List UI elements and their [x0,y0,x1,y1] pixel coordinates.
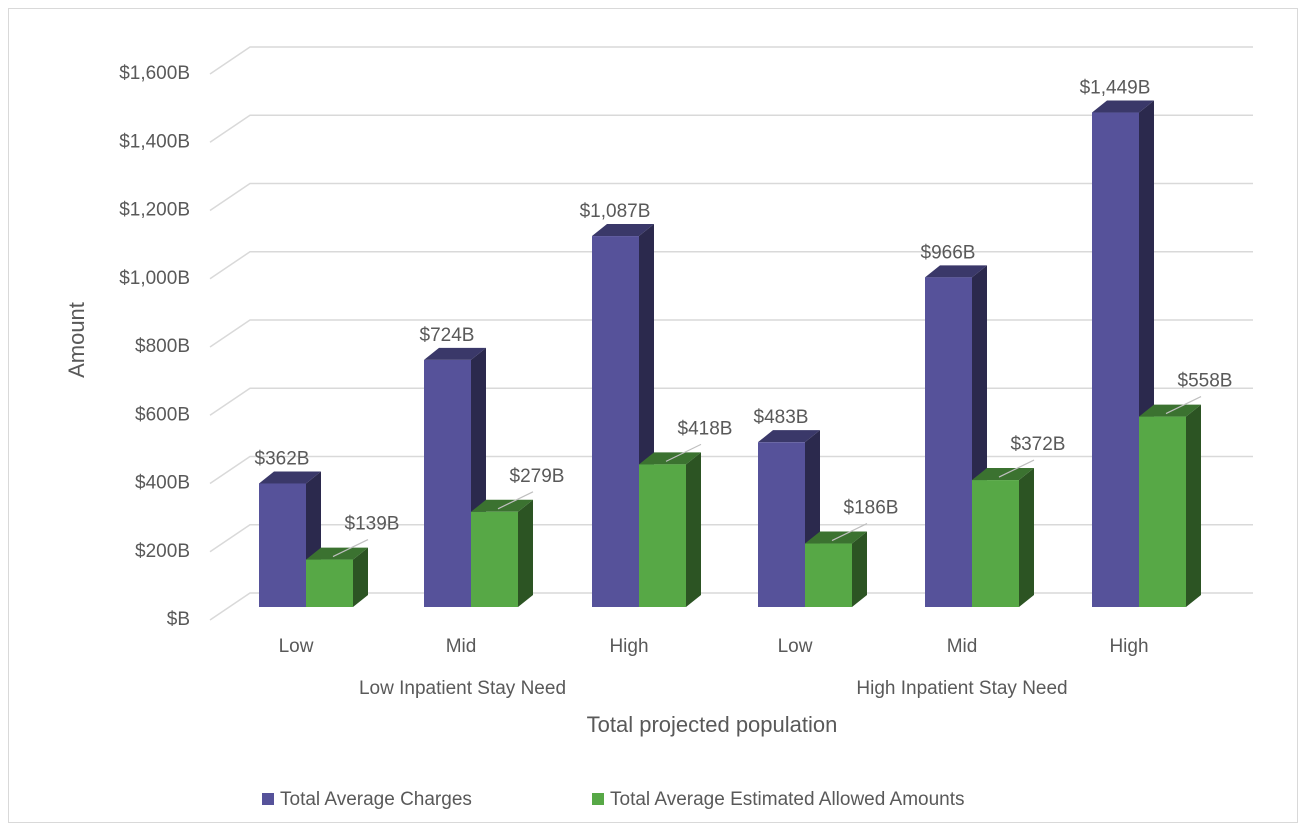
group-label: High Inpatient Stay Need [856,678,1067,699]
data-label: $372B [1011,434,1066,455]
data-label: $1,087B [580,201,651,222]
bar [592,236,639,607]
y-tick-label: $1,000B [119,268,190,289]
x-tick-label: High [609,636,648,657]
grid-line [209,455,1253,485]
x-tick-label: Mid [947,636,978,657]
y-tick-label: $B [167,609,190,630]
data-label: $483B [754,407,809,428]
y-tick-label: $1,600B [119,63,190,84]
data-label: $1,449B [1080,78,1151,99]
grid-line [209,46,1253,75]
bar-side [518,499,533,607]
x-tick-label: Low [279,636,314,657]
data-label: $558B [1178,371,1233,392]
grid-line [209,114,1253,143]
leader-line [332,539,369,558]
bar-top [639,452,701,465]
bar [972,480,1019,607]
bar-top [1139,404,1201,417]
grid-line [209,182,1253,212]
leader-line [831,522,868,542]
bar-top [471,499,533,512]
bar-top [1092,100,1154,113]
grid-line [209,592,1253,621]
leader-line [497,491,534,510]
legend-swatch [592,793,604,805]
y-tick-label: $1,400B [119,131,190,152]
data-label: $186B [844,498,899,519]
data-label: $418B [678,418,733,439]
bar [925,277,972,607]
bar-side [686,452,701,607]
bar-side [852,531,867,607]
x-tick-label: High [1109,636,1148,657]
bar-top [306,547,368,560]
bar [805,543,852,607]
y-axis-title: Amount [64,302,89,378]
bar-side [1186,404,1201,607]
x-tick-label: Low [778,636,813,657]
data-label: $139B [345,514,400,535]
y-tick-label: $800B [135,336,190,357]
bar [306,559,353,607]
bar-side [1019,468,1034,607]
bar-side [353,547,368,607]
bar-top [259,471,321,484]
grid-line [209,387,1253,416]
x-axis-title: Total projected population [587,712,838,737]
bar-top [424,347,486,360]
data-label: $279B [510,466,565,487]
bar-top [758,430,820,443]
legend-swatch [262,793,274,805]
data-label: $362B [255,448,310,469]
leader-line [1165,396,1202,415]
y-tick-label: $200B [135,541,190,562]
leader-line [665,443,702,462]
data-label: $966B [921,242,976,263]
leader-line [998,459,1035,478]
bar [1139,416,1186,607]
bar-top [925,265,987,278]
legend-label: Total Average Charges [280,789,472,810]
y-tick-label: $600B [135,404,190,425]
bar [1092,112,1139,607]
group-label: Low Inpatient Stay Need [359,678,566,699]
bar [471,511,518,607]
y-tick-label: $1,200B [119,200,190,221]
bar-top [972,468,1034,481]
bar [758,442,805,607]
bar-top [805,531,867,544]
grid-line [209,524,1253,553]
bar [259,483,306,607]
legend-label: Total Average Estimated Allowed Amounts [610,789,965,810]
bar [639,464,686,607]
bar-top [592,224,654,237]
grid-line [209,319,1253,348]
bar [424,359,471,607]
data-label: $724B [420,325,475,346]
grid-line [209,251,1253,280]
x-tick-label: Mid [446,636,477,657]
y-tick-label: $400B [135,473,190,494]
